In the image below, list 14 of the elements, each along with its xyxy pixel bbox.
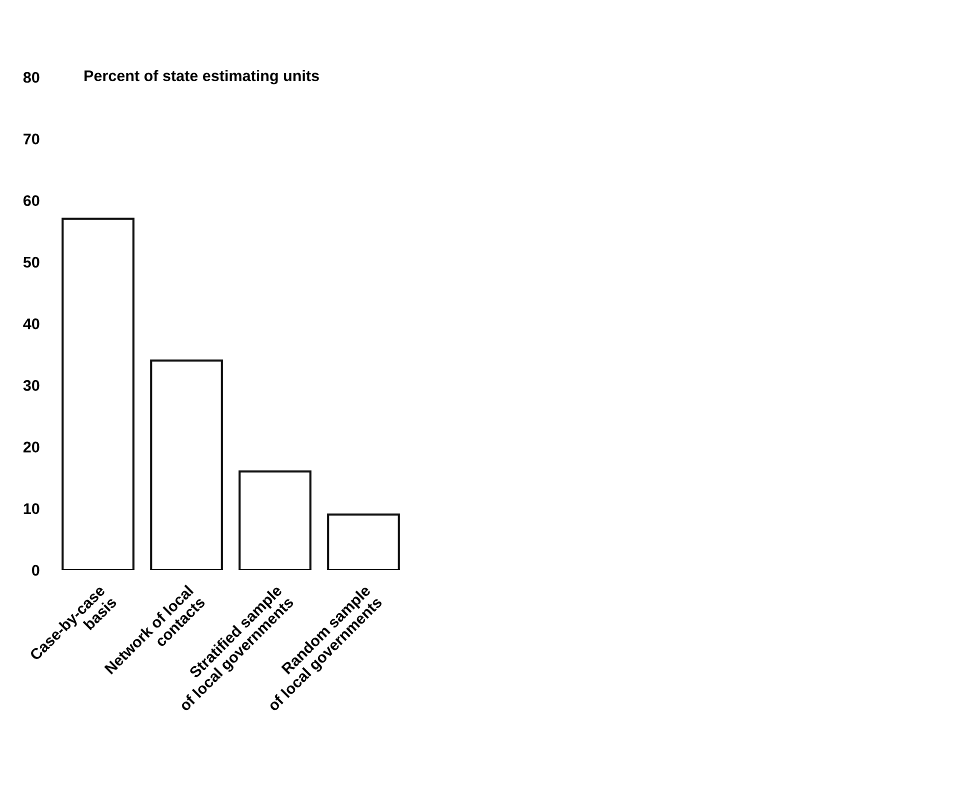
y-tick-label: 50: [23, 256, 40, 268]
y-tick-label: 80: [23, 72, 40, 83]
y-tick-label: 10: [24, 503, 40, 514]
y-tick-label: 20: [23, 442, 40, 452]
bar: [238, 470, 312, 570]
y-tick-label: 30: [23, 380, 40, 391]
bar: [62, 218, 134, 570]
y-tick-label: 0: [32, 564, 40, 576]
y-tick-label: 70: [24, 134, 40, 144]
y-tick-label: 40: [23, 318, 40, 330]
bar: [150, 359, 223, 570]
bar: [327, 514, 400, 570]
y-tick-label: 60: [23, 195, 40, 206]
y-axis-title: Percent of state estimating units: [84, 70, 319, 84]
